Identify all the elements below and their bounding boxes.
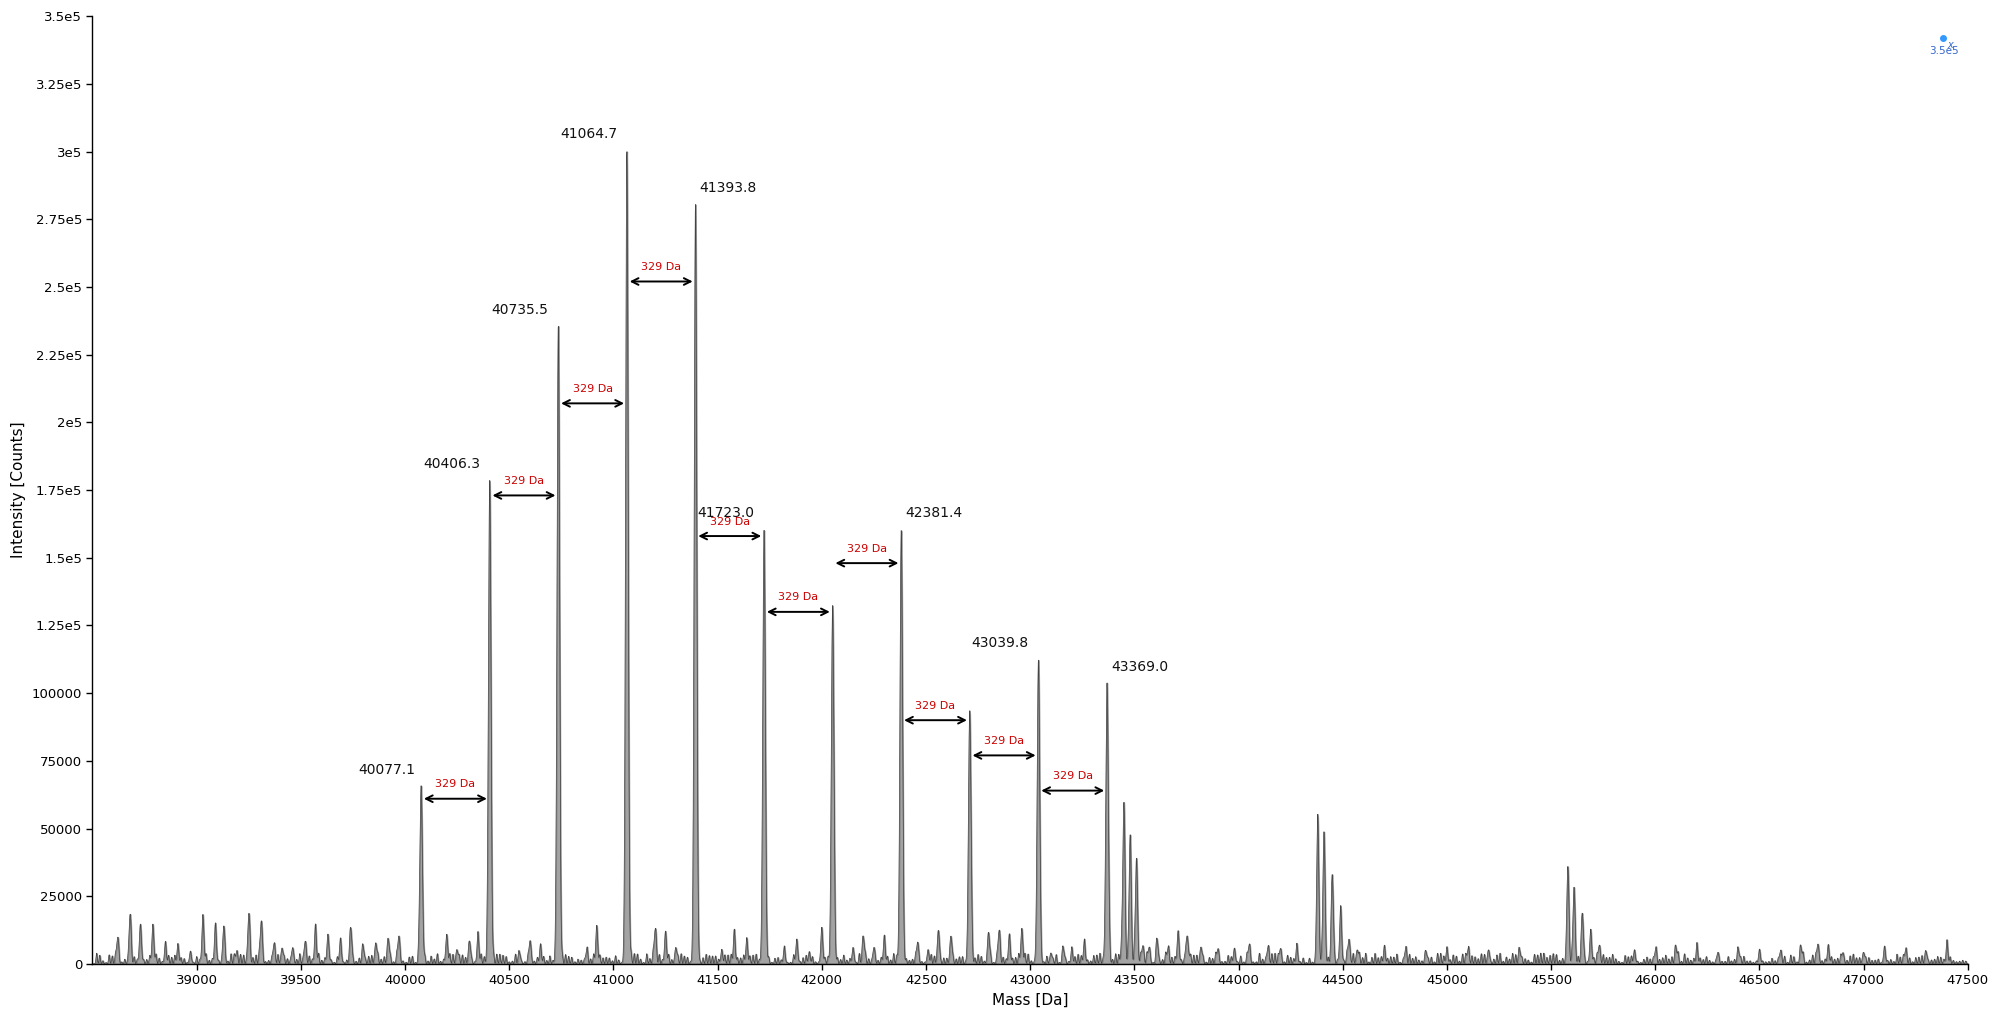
Text: 3.5e5: 3.5e5: [1928, 47, 1958, 56]
Text: 329 Da: 329 Da: [778, 592, 818, 602]
Text: 329 Da: 329 Da: [846, 544, 886, 553]
Text: 329 Da: 329 Da: [916, 701, 956, 710]
Text: 43039.8: 43039.8: [972, 636, 1028, 650]
Text: 41393.8: 41393.8: [700, 181, 756, 195]
Text: 41064.7: 41064.7: [560, 127, 618, 141]
Text: 329 Da: 329 Da: [984, 736, 1024, 746]
Text: 329 Da: 329 Da: [710, 517, 750, 527]
Text: 41723.0: 41723.0: [698, 506, 754, 520]
Text: 329 Da: 329 Da: [504, 476, 544, 486]
Text: 43369.0: 43369.0: [1112, 660, 1168, 675]
X-axis label: Mass [Da]: Mass [Da]: [992, 993, 1068, 1008]
Text: 329 Da: 329 Da: [642, 262, 682, 272]
Y-axis label: Intensity [Counts]: Intensity [Counts]: [12, 422, 26, 558]
Text: 40077.1: 40077.1: [358, 763, 416, 777]
Text: 40406.3: 40406.3: [424, 458, 480, 472]
Text: 329 Da: 329 Da: [1052, 771, 1092, 782]
Text: 40735.5: 40735.5: [492, 303, 548, 317]
Text: 329 Da: 329 Da: [572, 384, 612, 394]
Text: 42381.4: 42381.4: [906, 506, 962, 520]
Text: 329 Da: 329 Da: [436, 780, 476, 790]
Text: x: x: [1948, 40, 1952, 50]
